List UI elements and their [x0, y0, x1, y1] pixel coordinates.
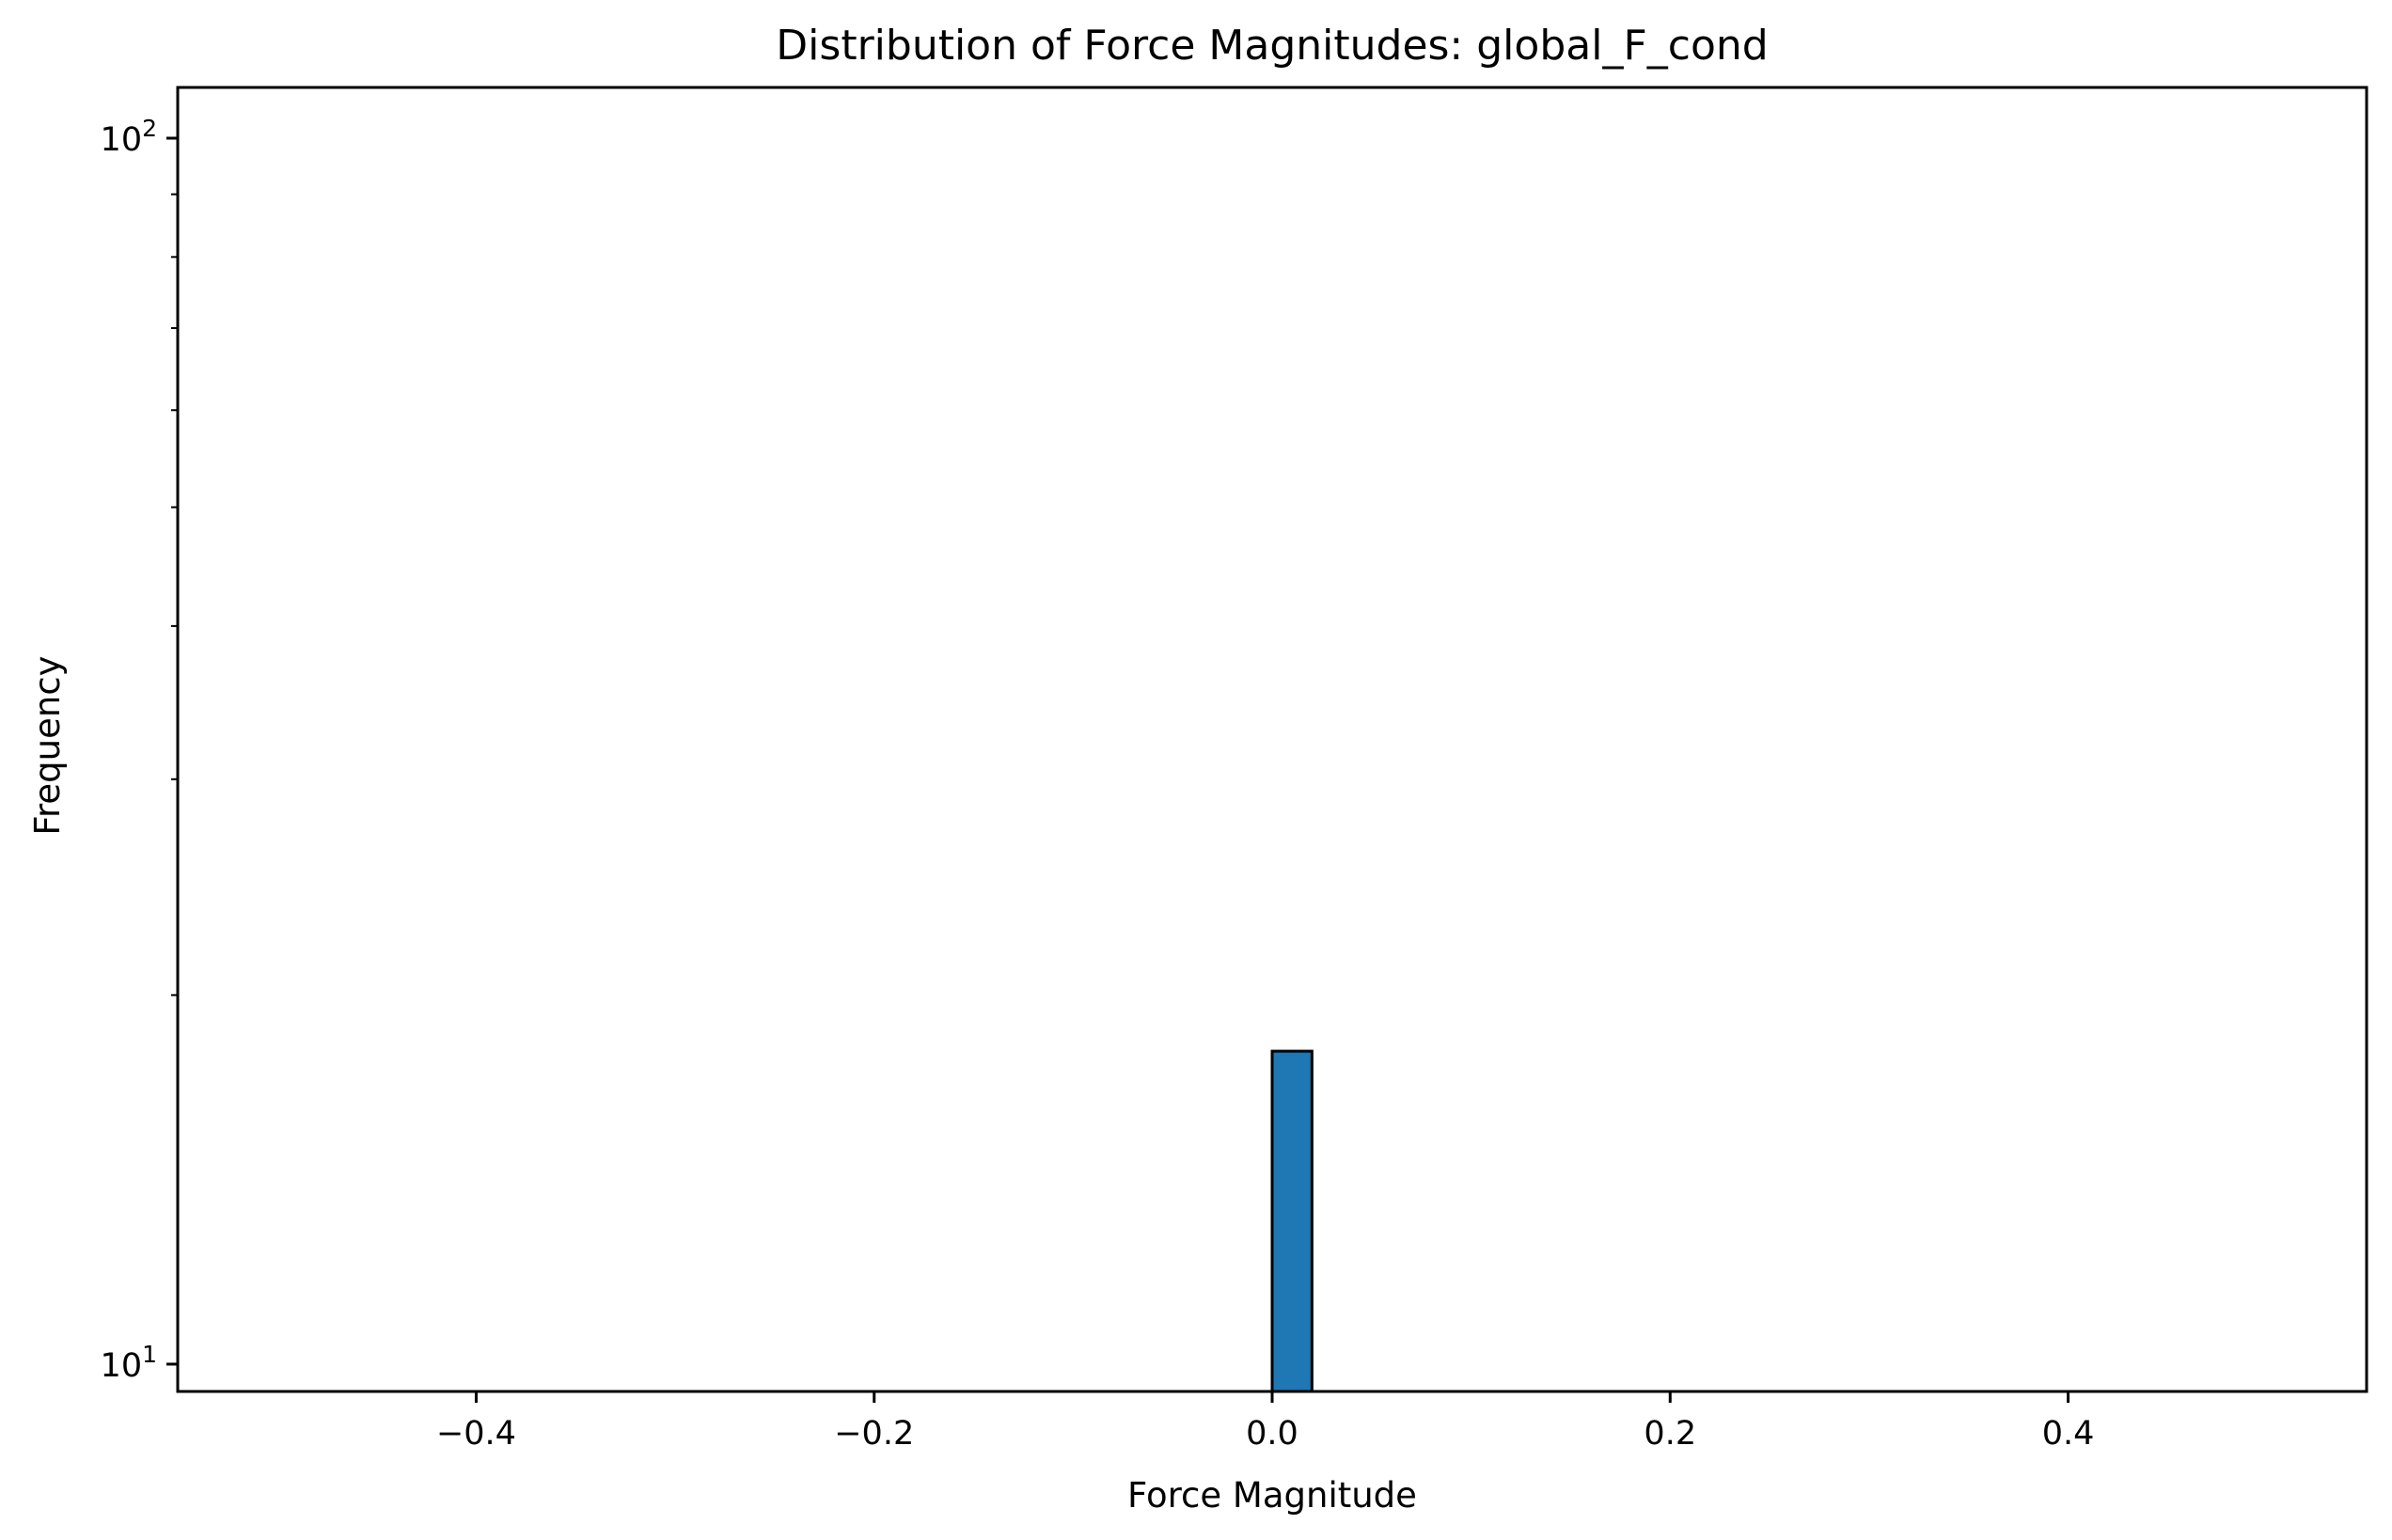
- bars-layer: [1270, 1049, 1314, 1393]
- x-tick-label: 0.4: [2042, 1415, 2095, 1453]
- plot-area-frame: [176, 86, 2368, 1393]
- x-tick-label: 0.2: [1644, 1415, 1696, 1453]
- x-tick-label: −0.4: [436, 1415, 516, 1453]
- y-tick-label: 102: [101, 115, 157, 159]
- x-axis-ticks: −0.4 −0.2 0.0 0.2 0.4: [436, 1391, 2094, 1453]
- x-tick-label: −0.2: [834, 1415, 914, 1453]
- x-axis-label: Force Magnitude: [1127, 1475, 1417, 1516]
- histogram-bar: [1270, 1049, 1314, 1393]
- y-tick-label: 101: [101, 1341, 157, 1385]
- chart-title: Distribution of Force Magnitudes: global…: [776, 22, 1768, 70]
- y-axis-label: Frequency: [27, 655, 68, 835]
- x-tick-label: 0.0: [1246, 1415, 1298, 1453]
- y-axis-ticks: 101 102: [101, 115, 178, 1385]
